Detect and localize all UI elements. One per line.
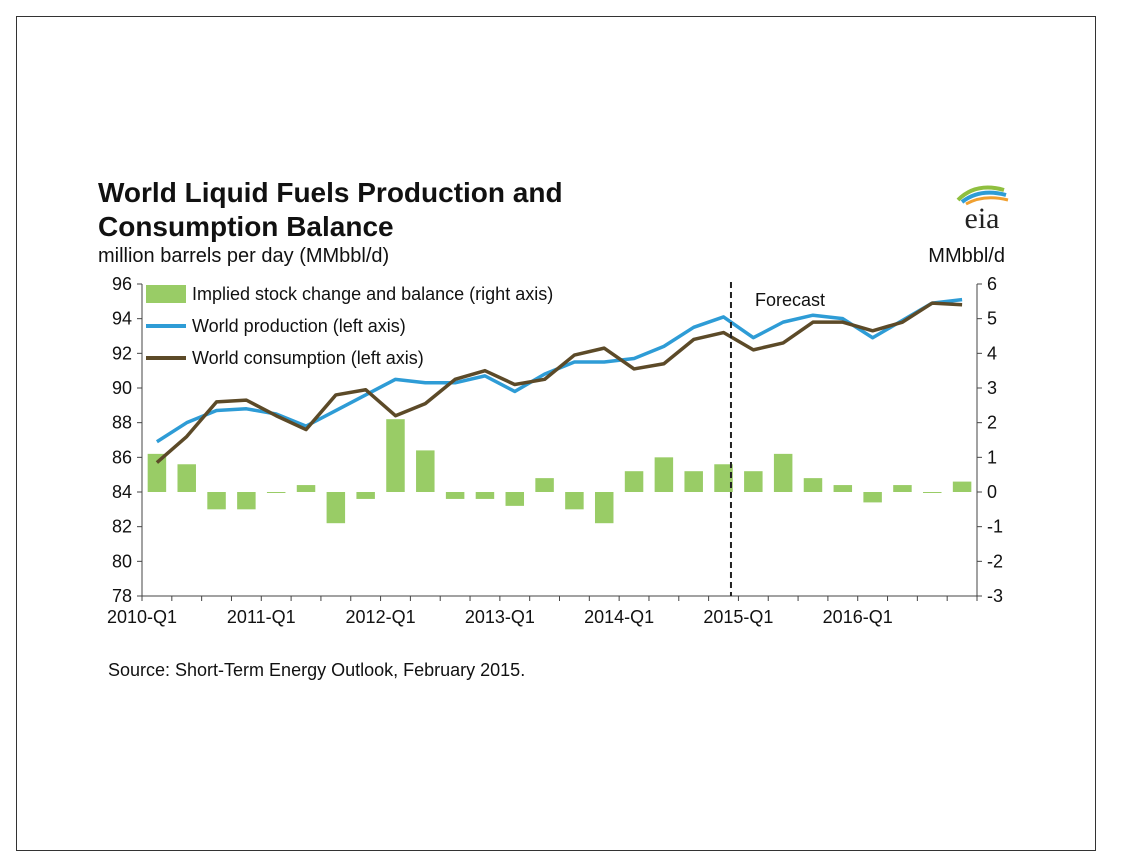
right-tick-label: 0 [987, 482, 997, 502]
legend-label-production: World production (left axis) [192, 316, 406, 336]
stock-change-bar [952, 481, 972, 492]
source-note: Source: Short-Term Energy Outlook, Febru… [108, 660, 526, 680]
chart-frame [16, 16, 1096, 851]
stock-change-bar [147, 453, 167, 492]
stock-change-bar [833, 485, 853, 492]
x-tick-label: 2016-Q1 [823, 607, 893, 627]
x-tick-label: 2015-Q1 [703, 607, 773, 627]
x-tick-label: 2011-Q1 [227, 607, 296, 627]
stock-change-bar [565, 492, 584, 510]
left-tick-label: 88 [112, 413, 132, 433]
stock-change-bar [326, 492, 346, 524]
right-axis-unit: MMbbl/d [928, 245, 1005, 267]
right-tick-label: 3 [987, 378, 997, 398]
right-tick-label: 4 [987, 343, 997, 363]
right-tick-label: -2 [987, 551, 1003, 571]
stock-change-bar [386, 419, 405, 492]
stock-change-bar [773, 453, 793, 492]
stock-change-bar [923, 492, 942, 493]
left-tick-label: 84 [112, 482, 132, 502]
x-tick-label: 2012-Q1 [346, 607, 416, 627]
left-tick-label: 82 [112, 517, 132, 537]
right-tick-label: 2 [987, 413, 997, 433]
stock-change-bar [475, 492, 495, 499]
logo-text: eia [965, 202, 1000, 234]
x-tick-label: 2010-Q1 [107, 607, 177, 627]
eia-logo: eia [956, 185, 1009, 234]
right-tick-label: -3 [987, 586, 1003, 606]
stock-change-bar [714, 464, 733, 492]
left-tick-label: 90 [112, 378, 132, 398]
left-tick-label: 92 [112, 343, 132, 363]
stock-change-bar [744, 471, 763, 492]
chart-title: World Liquid Fuels Production and Consum… [98, 176, 563, 244]
stock-change-bar [594, 492, 614, 524]
stock-change-bar [535, 478, 554, 492]
stock-change-bar [356, 492, 375, 499]
stock-change-bar [803, 478, 823, 492]
stock-change-bar [505, 492, 525, 506]
stock-change-bar [177, 464, 196, 492]
x-tick-label: 2014-Q1 [584, 607, 654, 627]
legend-label-bars: Implied stock change and balance (right … [192, 284, 553, 304]
legend-label-consumption: World consumption (left axis) [192, 348, 424, 368]
right-tick-label: 6 [987, 274, 997, 294]
left-tick-label: 78 [112, 586, 132, 606]
stock-change-bar [207, 492, 226, 510]
left-tick-label: 80 [112, 551, 132, 571]
stock-change-bar [684, 471, 703, 492]
x-tick-label: 2013-Q1 [465, 607, 535, 627]
chart-title-line1: World Liquid Fuels Production and [98, 177, 563, 208]
stock-change-bar [893, 485, 912, 492]
stock-change-bar [266, 492, 286, 493]
legend-swatch-bars [146, 285, 186, 303]
right-tick-label: -1 [987, 517, 1003, 537]
left-tick-label: 86 [112, 447, 132, 467]
stock-change-bar [624, 471, 644, 492]
stock-change-bar [237, 492, 256, 510]
stock-change-bar [416, 450, 435, 492]
left-tick-label: 94 [112, 309, 132, 329]
stock-change-bar [296, 485, 316, 492]
stock-change-bar [863, 492, 882, 503]
left-axis-unit: million barrels per day (MMbbl/d) [98, 245, 390, 267]
right-tick-label: 5 [987, 309, 997, 329]
stock-change-bar [445, 492, 465, 499]
right-tick-label: 1 [987, 447, 997, 467]
stock-change-bar [654, 457, 674, 492]
world-consumption-line [155, 301, 963, 464]
chart-title-line2: Consumption Balance [98, 211, 394, 242]
left-tick-label: 96 [112, 274, 132, 294]
forecast-label: Forecast [755, 290, 825, 310]
